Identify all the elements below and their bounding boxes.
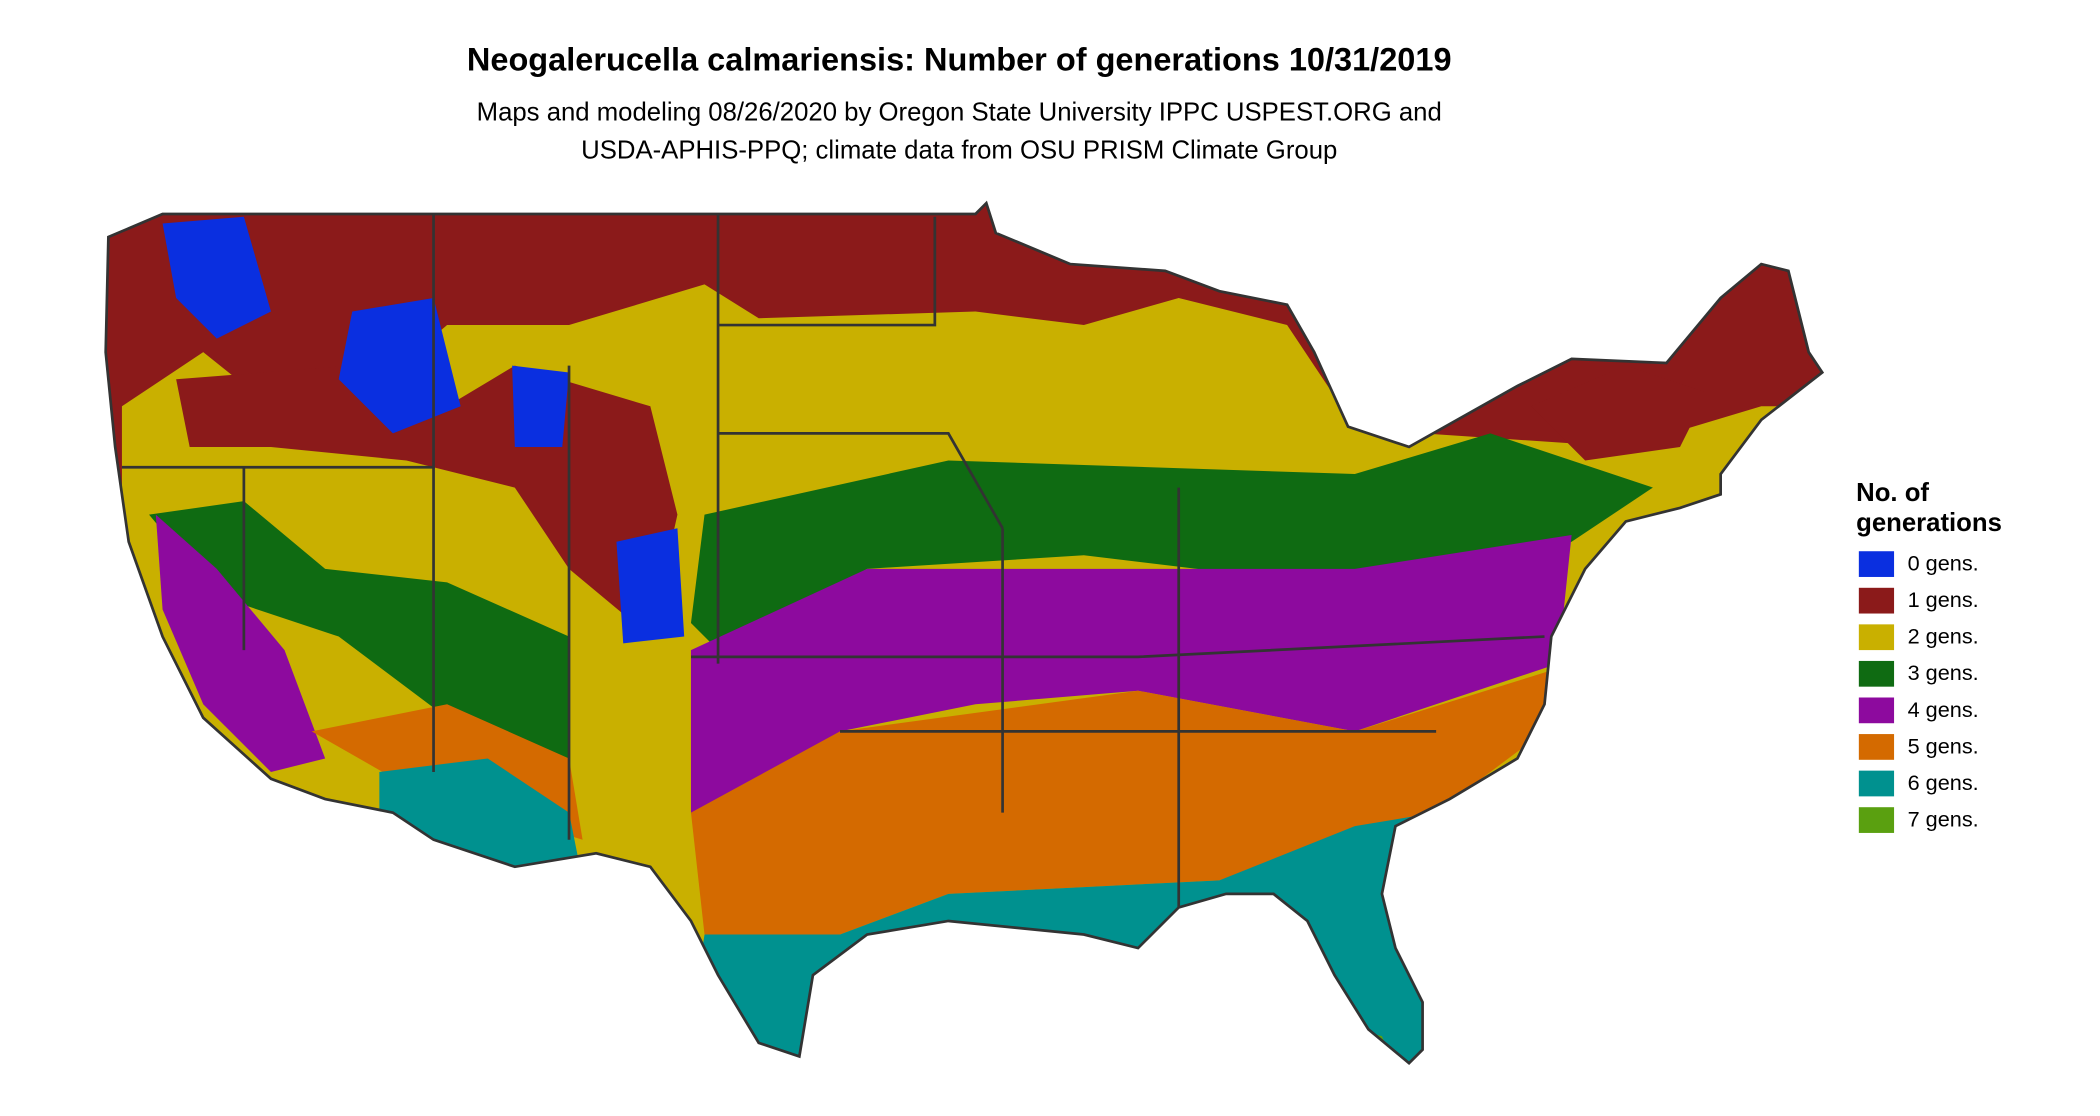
region bbox=[149, 501, 570, 759]
legend-label: 6 gens. bbox=[1908, 770, 1979, 795]
country-outline bbox=[104, 200, 1825, 1066]
legend-swatch bbox=[1858, 551, 1895, 577]
legend-label: 7 gens. bbox=[1908, 806, 1979, 831]
legend-title: No. of bbox=[1856, 479, 1929, 507]
legend-swatch bbox=[1858, 770, 1895, 797]
region bbox=[690, 670, 1552, 935]
state-line bbox=[718, 432, 1004, 529]
region bbox=[155, 514, 326, 772]
legend: 0 gens. 1 gens. 2 gens. 3 gens. 4 gens. 5 gen… bbox=[1858, 550, 1979, 833]
map-title: Neogalerucella calmariensis: Number of g… bbox=[467, 41, 1452, 77]
generation-map bbox=[105, 203, 1823, 1064]
state-borders bbox=[104, 200, 1825, 1066]
legend-swatch bbox=[1858, 587, 1895, 614]
state-line bbox=[690, 635, 1545, 659]
legend-swatch bbox=[1858, 807, 1895, 833]
map-subtitle: Maps and modeling 08/26/2020 by Oregon S… bbox=[477, 99, 1442, 127]
legend-swatch bbox=[1858, 697, 1895, 724]
region bbox=[162, 216, 271, 339]
legend-swatch bbox=[1858, 734, 1895, 760]
map-subtitle: USDA-APHIS-PPQ; climate data from OSU PR… bbox=[581, 136, 1337, 164]
legend-label: 1 gens. bbox=[1908, 587, 1979, 612]
legend-label: 5 gens. bbox=[1908, 733, 1979, 758]
region bbox=[1530, 365, 1708, 461]
legend-label: 2 gens. bbox=[1908, 624, 1979, 649]
legend-label: 4 gens. bbox=[1908, 697, 1979, 722]
state-line bbox=[718, 216, 937, 327]
region bbox=[338, 297, 461, 434]
legend-label: 0 gens. bbox=[1908, 550, 1979, 575]
region bbox=[690, 433, 1653, 651]
region bbox=[512, 365, 570, 447]
region bbox=[616, 528, 685, 644]
legend-label: 3 gens. bbox=[1908, 660, 1979, 685]
region bbox=[690, 534, 1572, 813]
legend-title: generations bbox=[1856, 509, 2002, 537]
legend-swatch bbox=[1858, 624, 1895, 651]
legend-swatch bbox=[1858, 660, 1895, 687]
